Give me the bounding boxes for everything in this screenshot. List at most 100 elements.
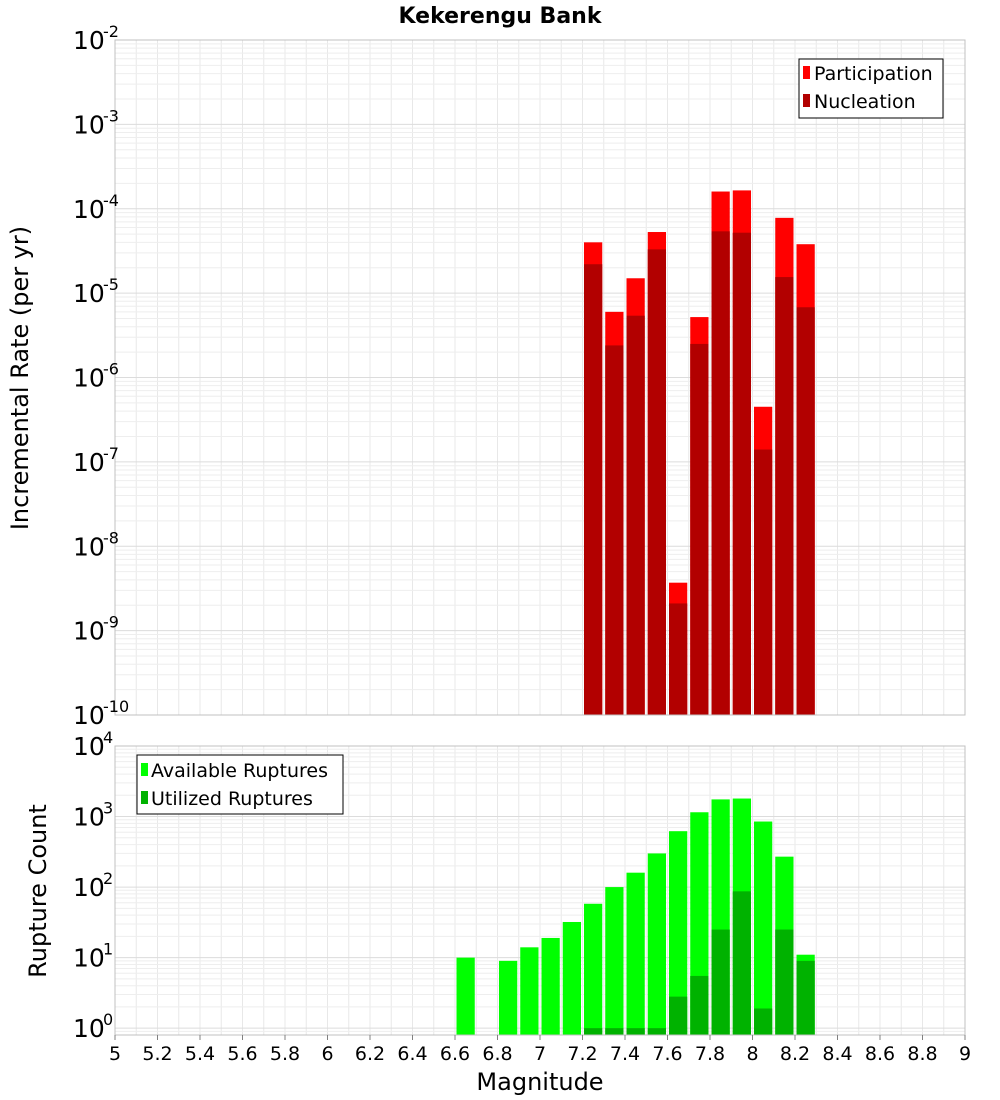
- rate-bar-nucleation: [647, 249, 666, 716]
- count-bar-available-ruptures: [499, 960, 518, 1035]
- legend-label-nucleation: Nucleation: [814, 91, 916, 113]
- count-bar-utilized-ruptures: [626, 1028, 645, 1035]
- count-legend: Available Ruptures Utilized Ruptures: [136, 754, 344, 815]
- y-tick-label: 10: [73, 26, 105, 55]
- x-tick-label: 8.6: [865, 1043, 895, 1065]
- y-tick-label: 10: [73, 732, 105, 761]
- y-tick-exponent: -5: [103, 275, 119, 294]
- x-tick-label: 6: [321, 1043, 333, 1065]
- y-tick-label: 10: [73, 617, 105, 646]
- count-bar-available-ruptures: [520, 947, 539, 1035]
- count-bar-utilized-ruptures: [647, 1028, 666, 1035]
- count-bar-available-ruptures: [754, 821, 773, 1035]
- rate-grid: [114, 40, 966, 716]
- rate-plot-border: [114, 39, 966, 716]
- legend-swatch-available: [141, 763, 148, 776]
- legend-label-participation: Participation: [814, 63, 933, 85]
- x-tick-label: 8.2: [780, 1043, 810, 1065]
- x-tick-label: 5.6: [227, 1043, 257, 1065]
- count-bars: [456, 798, 815, 1035]
- y-tick-label: 10: [73, 701, 105, 730]
- count-bar-utilized-ruptures: [775, 929, 794, 1035]
- y-tick-label: 10: [73, 195, 105, 224]
- x-tick-label: 5.8: [270, 1043, 300, 1065]
- y-tick-label: 10: [73, 944, 105, 973]
- rate-bar-nucleation: [690, 343, 709, 715]
- count-bar-available-ruptures: [626, 872, 645, 1035]
- x-tick-label: 6.6: [440, 1043, 470, 1065]
- count-bar-available-ruptures: [584, 903, 603, 1035]
- y-tick-exponent: 4: [103, 728, 113, 747]
- y-tick-exponent: -10: [103, 697, 129, 716]
- count-bar-utilized-ruptures: [669, 996, 688, 1035]
- count-bar-available-ruptures: [541, 937, 560, 1035]
- rate-bar-nucleation: [732, 232, 751, 715]
- y-tick-label: 10: [73, 532, 105, 561]
- count-bar-available-ruptures: [456, 957, 475, 1035]
- y-tick-exponent: -2: [103, 22, 119, 41]
- rate-bar-nucleation: [775, 277, 794, 715]
- x-tick-label: 5.2: [142, 1043, 172, 1065]
- rate-y-axis-label: Incremental Rate (per yr): [6, 226, 34, 530]
- count-bar-utilized-ruptures: [732, 891, 751, 1035]
- y-tick-exponent: 2: [103, 869, 113, 888]
- x-tick-label: 6.2: [355, 1043, 385, 1065]
- rate-bar-nucleation: [605, 345, 624, 715]
- count-bar-available-ruptures: [669, 831, 688, 1035]
- count-bar-utilized-ruptures: [711, 929, 730, 1035]
- x-tick-label: 7.4: [610, 1043, 640, 1065]
- x-tick-label: 8: [746, 1043, 758, 1065]
- count-bar-utilized-ruptures: [605, 1028, 624, 1035]
- x-axis-label: Magnitude: [476, 1068, 603, 1096]
- rate-bar-nucleation: [669, 603, 688, 715]
- y-tick-exponent: -4: [103, 191, 119, 210]
- legend-swatch-participation: [803, 66, 810, 79]
- legend-label-utilized: Utilized Ruptures: [151, 788, 313, 810]
- x-tick-label: 6.8: [482, 1043, 512, 1065]
- y-tick-exponent: -9: [103, 613, 119, 632]
- count-bar-utilized-ruptures: [584, 1028, 603, 1035]
- y-tick-label: 10: [73, 110, 105, 139]
- y-tick-exponent: -8: [103, 528, 119, 547]
- rate-bars: [584, 190, 815, 716]
- rate-bar-nucleation: [796, 307, 815, 715]
- y-tick-label: 10: [73, 279, 105, 308]
- x-tick-label: 6.4: [397, 1043, 427, 1065]
- y-tick-label: 10: [73, 1014, 105, 1043]
- rate-legend-box: [798, 58, 944, 119]
- rate-legend: Participation Nucleation: [798, 58, 944, 119]
- legend-swatch-nucleation: [803, 94, 810, 107]
- chart-title: Kekerengu Bank: [399, 4, 603, 29]
- y-tick-exponent: 3: [103, 799, 113, 818]
- y-tick-exponent: 1: [103, 940, 113, 959]
- x-tick-label: 7.2: [567, 1043, 597, 1065]
- x-tick-label: 7: [534, 1043, 546, 1065]
- x-tick-label: 8.8: [907, 1043, 937, 1065]
- count-legend-box: [136, 754, 344, 815]
- count-bar-available-ruptures: [562, 921, 581, 1035]
- count-bar-utilized-ruptures: [690, 975, 709, 1035]
- x-ticks: 5 5.2 5.4 5.6 5.8 6 6.2 6.4 6.6 6.8 7 7.2 7.4 7.6 7.8 8…: [109, 1035, 971, 1065]
- rate-bar-nucleation: [584, 264, 603, 715]
- x-tick-label: 5: [109, 1043, 121, 1065]
- x-tick-label: 7.8: [695, 1043, 725, 1065]
- x-tick-label: 5.4: [185, 1043, 215, 1065]
- legend-label-available: Available Ruptures: [151, 760, 328, 782]
- y-tick-exponent: 0: [103, 1010, 113, 1029]
- y-tick-label: 10: [73, 873, 105, 902]
- y-tick-label: 10: [73, 364, 105, 393]
- count-bar-utilized-ruptures: [754, 1008, 773, 1035]
- count-bar-available-ruptures: [647, 853, 666, 1035]
- legend-swatch-utilized: [141, 791, 148, 804]
- count-bar-available-ruptures: [605, 887, 624, 1035]
- rate-bar-nucleation: [754, 449, 773, 715]
- count-y-axis-label: Rupture Count: [24, 804, 52, 978]
- y-tick-exponent: -6: [103, 360, 119, 379]
- y-tick-exponent: -3: [103, 106, 119, 125]
- rate-bar-nucleation: [711, 231, 730, 715]
- x-tick-label: 8.4: [822, 1043, 852, 1065]
